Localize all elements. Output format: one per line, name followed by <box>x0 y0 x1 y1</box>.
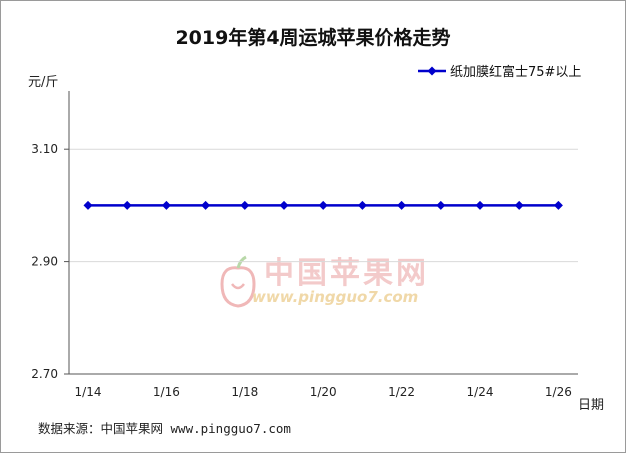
data-point <box>436 200 446 210</box>
watermark: 中国苹果网 www.pingguo7.com <box>220 255 426 308</box>
data-point <box>201 200 211 210</box>
legend: 纸加膜红富士75#以上 <box>418 64 581 80</box>
data-point <box>475 200 485 210</box>
data-point <box>397 200 407 210</box>
grid <box>69 148 578 263</box>
data-point <box>357 200 367 210</box>
legend-label: 纸加膜红富士75#以上 <box>450 64 581 80</box>
x-tick-labels: 1/14 1/16 1/18 1/20 1/22 1/24 1/26 <box>75 385 572 399</box>
data-point <box>553 200 563 210</box>
x-axis-label: 日期 <box>578 398 604 413</box>
data-point <box>318 200 328 210</box>
axes <box>64 91 578 375</box>
y-tick-label: 2.70 <box>31 367 58 381</box>
data-source: 数据来源：中国苹果网 www.pingguo7.com <box>38 421 291 436</box>
chart-title: 2019年第4周运城苹果价格走势 <box>175 26 450 49</box>
x-tick-label: 1/20 <box>310 385 337 399</box>
data-point <box>240 200 250 210</box>
x-tick-label: 1/26 <box>545 385 572 399</box>
x-tick-label: 1/24 <box>467 385 494 399</box>
watermark-url: www.pingguo7.com <box>252 288 418 306</box>
data-point <box>83 200 93 210</box>
x-tick-label: 1/22 <box>388 385 415 399</box>
y-axis-unit: 元/斤 <box>28 75 58 90</box>
y-tick-labels: 2.70 2.90 3.10 <box>31 142 58 381</box>
data-point <box>161 200 171 210</box>
series <box>83 200 563 210</box>
data-point <box>279 200 289 210</box>
data-point <box>514 200 524 210</box>
data-point <box>122 200 132 210</box>
x-tick-label: 1/16 <box>153 385 180 399</box>
x-tick-label: 1/14 <box>75 385 102 399</box>
y-tick-label: 3.10 <box>31 142 58 156</box>
legend-marker <box>427 66 437 76</box>
apple-logo-icon <box>220 255 256 308</box>
y-tick-label: 2.90 <box>31 255 58 269</box>
x-tick-label: 1/18 <box>231 385 258 399</box>
